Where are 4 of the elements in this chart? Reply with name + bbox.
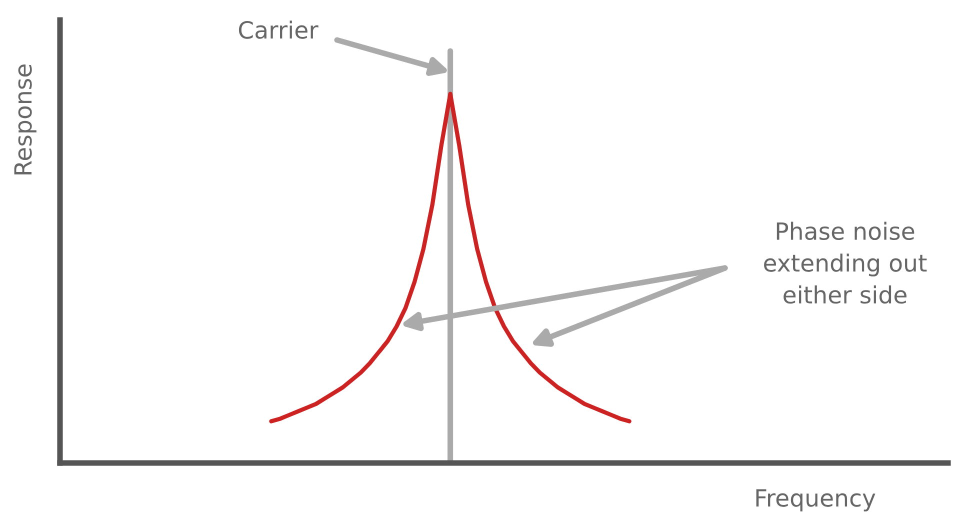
text: Phase noise extending out either side bbox=[764, 222, 927, 304]
text: Carrier bbox=[238, 20, 318, 39]
text: Response bbox=[14, 64, 36, 174]
text: Frequency bbox=[756, 489, 876, 512]
